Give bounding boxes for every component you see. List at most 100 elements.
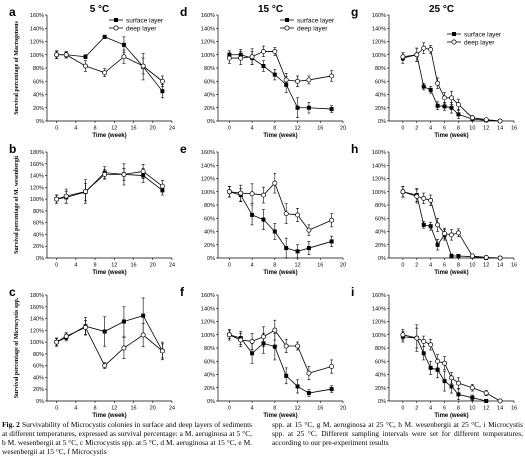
caption-right: spp. at 15 °C, g M. aeruginosa at 25 °C,…: [272, 420, 523, 447]
y-tick-label: 60%: [375, 359, 386, 365]
data-point-circle: [442, 360, 448, 366]
data-point-circle: [54, 339, 60, 345]
y-axis-label: Survival percentage of Microcystis spp.: [14, 297, 20, 398]
data-point-circle: [435, 80, 441, 86]
data-point-circle: [63, 333, 69, 339]
figure-label: Fig. 2: [2, 420, 20, 429]
x-tick-label: 14: [497, 406, 503, 412]
panel-letter: g: [351, 5, 358, 19]
y-tick-label: 120%: [372, 320, 386, 326]
data-point-square: [442, 104, 447, 109]
data-point-square: [141, 313, 146, 318]
data-point-circle: [140, 63, 146, 69]
x-tick-label: 4: [74, 263, 77, 269]
data-point-circle: [329, 364, 335, 369]
data-point-square: [261, 64, 266, 69]
data-point-circle: [455, 230, 461, 236]
y-tick-label: 0%: [36, 399, 44, 405]
data-point-circle: [414, 193, 420, 199]
data-point-circle: [272, 180, 278, 186]
y-tick-label: 80%: [33, 66, 44, 72]
data-point-square: [442, 379, 447, 384]
series-line: [56, 172, 163, 200]
data-point-square: [470, 395, 475, 400]
x-axis-label: Time (week): [92, 413, 126, 419]
data-point-circle: [272, 327, 278, 333]
x-tick-label: 0: [55, 263, 58, 269]
data-point-circle: [428, 342, 434, 348]
figure-canvas: 0%20%40%60%80%100%120%140%160%0 4 8 12 16 20 2…: [9, 4, 517, 419]
data-point-square: [449, 384, 454, 389]
data-point-square: [121, 42, 126, 47]
y-tick-label: 60%: [33, 364, 44, 370]
x-tick-label: 20: [150, 263, 156, 269]
data-point-circle: [400, 189, 406, 195]
x-tick-label: 4: [74, 406, 77, 412]
data-point-square: [102, 329, 107, 334]
x-tick-label: 12: [483, 406, 489, 412]
data-point-circle: [483, 254, 489, 260]
panel-i: 0% 20% 40% 60% 80% 100% 120% 140% 160% 0 2 4 6 8 10 12 1…: [351, 285, 517, 419]
y-tick-label: 20%: [375, 106, 386, 112]
series-line: [56, 54, 163, 82]
y-tick-label: 40%: [204, 93, 215, 99]
legend-label: deep layer: [297, 25, 328, 32]
data-point-circle: [159, 348, 165, 354]
data-point-circle: [483, 117, 489, 123]
data-point-circle: [400, 332, 406, 338]
series-line: [229, 329, 332, 374]
x-axis-label: Time (week): [92, 270, 126, 276]
x-tick-label: 12: [111, 263, 117, 269]
legend-marker-circle: [113, 25, 119, 31]
data-point-circle: [63, 52, 69, 58]
y-tick-label: 20%: [204, 243, 215, 249]
y-tick-label: 60%: [204, 79, 215, 85]
data-point-square: [102, 34, 107, 39]
data-point-circle: [121, 345, 127, 351]
x-tick-label: 8: [273, 406, 276, 412]
data-point-square: [435, 242, 440, 247]
panel-c: 0% 20% 40% 60% 80% 100% 120% 140% 160% 180% 0 4 8 12 1…: [9, 285, 175, 419]
y-tick-label: 140%: [372, 26, 386, 32]
x-tick-label: 0: [228, 263, 231, 269]
y-tick-label: 140%: [30, 317, 44, 323]
y-tick-label: 40%: [375, 230, 386, 236]
y-tick-label: 80%: [33, 352, 44, 358]
data-point-circle: [249, 338, 255, 344]
x-tick-label: 6: [443, 406, 446, 412]
data-point-square: [306, 391, 311, 396]
y-tick-label: 140%: [372, 163, 386, 169]
series-line: [56, 326, 163, 367]
y-tick-label: 20%: [33, 244, 44, 250]
y-tick-label: 120%: [30, 328, 44, 334]
y-tick-label: 80%: [375, 346, 386, 352]
series-line: [56, 36, 163, 92]
y-tick-label: 60%: [375, 79, 386, 85]
data-point-circle: [283, 343, 289, 349]
y-tick-label: 140%: [201, 306, 215, 312]
data-point-circle: [102, 171, 108, 177]
y-tick-label: 20%: [375, 386, 386, 392]
data-point-square: [272, 229, 277, 234]
y-tick-label: 140%: [372, 306, 386, 312]
data-point-circle: [83, 189, 88, 194]
panel-letter: f: [180, 285, 185, 299]
data-point-circle: [421, 45, 427, 51]
data-point-square: [421, 351, 426, 356]
x-tick-label: 16: [130, 126, 136, 132]
y-tick-label: 40%: [33, 232, 44, 238]
data-point-square: [250, 212, 255, 217]
legend-marker-square: [285, 18, 289, 22]
y-tick-label: 0%: [207, 119, 215, 125]
x-axis-label: Time (week): [263, 133, 297, 139]
x-tick-label: 20: [340, 406, 346, 412]
y-tick-label: 140%: [30, 26, 44, 32]
x-tick-label: 10: [469, 126, 475, 132]
panel-b: 0% 20% 40% 60% 80% 100% 120% 140% 160% 180% 0 4 8 12 1…: [9, 142, 175, 276]
data-point-square: [284, 246, 289, 251]
x-tick-label: 0: [55, 406, 58, 412]
x-tick-label: 12: [483, 126, 489, 132]
legend-marker-circle: [451, 39, 457, 45]
data-point-circle: [121, 54, 127, 60]
x-axis-label: Time (week): [263, 270, 297, 276]
